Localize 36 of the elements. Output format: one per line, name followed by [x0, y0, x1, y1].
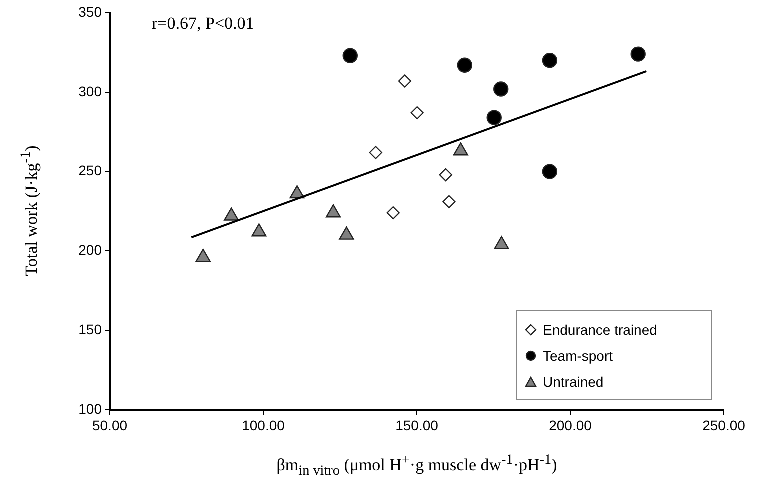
point: [457, 58, 472, 74]
x-tick-label: 100.00: [242, 417, 286, 434]
point: [542, 53, 558, 68]
point: [252, 224, 267, 237]
point: [486, 110, 502, 126]
point: [224, 208, 240, 221]
annotation: r=0.67, P<0.01: [152, 14, 254, 34]
point: [494, 236, 510, 250]
point: [398, 74, 412, 88]
y-tick-label: 300: [78, 83, 102, 100]
point: [386, 206, 400, 220]
legend-label: Team-sport: [543, 348, 614, 364]
point: [410, 106, 424, 120]
point: [630, 46, 646, 62]
text: βm$_{in vitro}$ (μmol H$^{+}$·g muscle dw$^{-1}$·pH$^{-1}$): [276, 452, 558, 480]
legend-label: Endurance trained: [543, 322, 658, 338]
y-tick-label: 350: [78, 4, 102, 20]
y-tick-label: 100: [78, 400, 102, 417]
y-tick-label: 150: [78, 321, 102, 338]
point: [342, 48, 358, 64]
x-tick-label: 50.00: [92, 417, 128, 434]
x-tick-label: 150.00: [396, 417, 439, 434]
point: [442, 195, 456, 209]
legend-label: Untrained: [543, 374, 604, 390]
point: [196, 248, 211, 262]
point: [439, 168, 452, 182]
x-tick-label: 250.00: [702, 417, 746, 434]
point: [339, 226, 354, 240]
x-tick-label: 200.00: [549, 417, 592, 434]
point: [542, 164, 558, 180]
point: [494, 82, 509, 97]
point: [326, 204, 342, 218]
y-tick-label: 250: [78, 162, 102, 179]
point: [453, 142, 468, 156]
y-tick-label: 200: [78, 242, 102, 258]
point: [369, 146, 382, 160]
